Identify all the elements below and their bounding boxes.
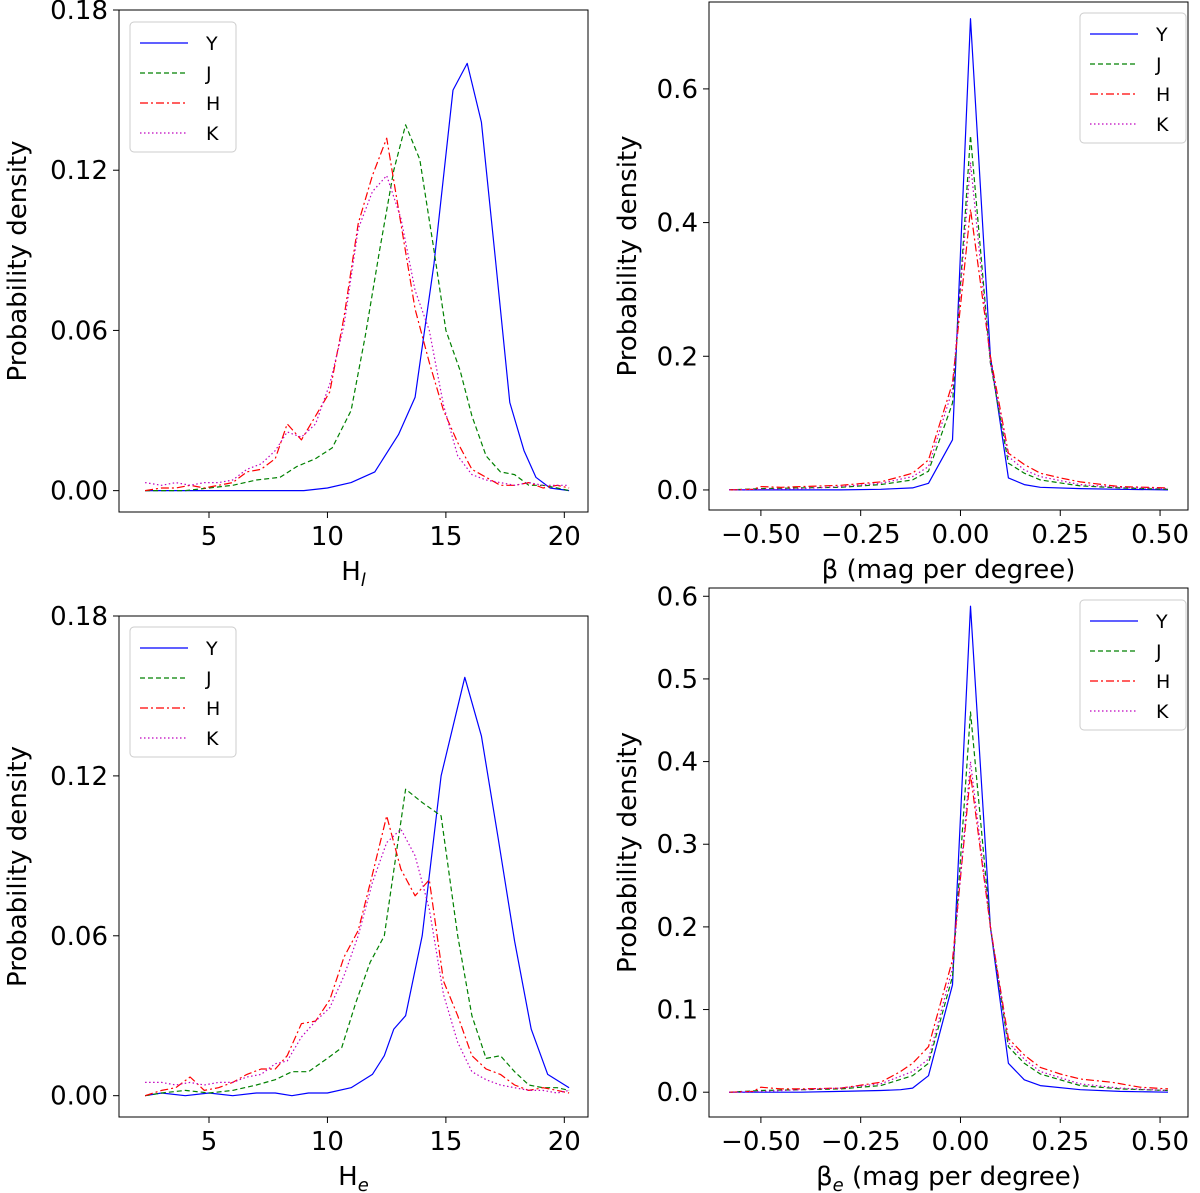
series-line-k: [145, 828, 570, 1094]
legend-label-j: J: [1155, 641, 1162, 663]
y-tick-label: 0.4: [657, 209, 698, 239]
x-tick-label: 0.25: [1031, 520, 1089, 550]
series-line-h: [728, 773, 1169, 1093]
x-tick-label: 5: [201, 522, 218, 552]
x-tick-label: 0.00: [932, 520, 990, 550]
x-tick-label: 10: [311, 522, 344, 552]
y-tick-label: 0.12: [50, 156, 108, 186]
legend-label-h: H: [206, 93, 220, 115]
y-tick-label: 0.00: [50, 477, 108, 507]
plot-frame: [118, 9, 589, 513]
x-axis-label: Hl: [341, 557, 366, 591]
x-tick-label: 20: [548, 522, 581, 552]
x-tick-label: 0.25: [1031, 1127, 1089, 1157]
x-tick-label: −0.25: [821, 520, 901, 550]
y-tick-label: 0.12: [50, 762, 108, 792]
series-line-j: [728, 711, 1169, 1093]
legend-label-y: Y: [1155, 611, 1168, 633]
y-axis-label: Probability density: [613, 732, 643, 973]
x-tick-label: 0.50: [1131, 1127, 1189, 1157]
y-tick-label: 0.06: [50, 316, 108, 346]
legend-label-y: Y: [205, 33, 218, 55]
y-tick-label: 0.0: [657, 1078, 698, 1108]
y-tick-label: 0.00: [50, 1082, 108, 1112]
series-line-k: [145, 175, 570, 486]
legend-label-j: J: [1155, 54, 1162, 76]
series-line-h: [728, 208, 1169, 491]
x-tick-label: 5: [201, 1127, 218, 1157]
legend-box: [1079, 599, 1187, 731]
x-tick-label: −0.25: [821, 1127, 901, 1157]
y-tick-label: 0.0: [657, 476, 698, 506]
legend-label-j: J: [205, 63, 212, 85]
series-line-h: [145, 137, 570, 492]
y-tick-label: 0.3: [657, 830, 698, 860]
legend-box: [129, 21, 237, 153]
y-tick-label: 0.18: [50, 602, 108, 632]
y-tick-label: 0.4: [657, 748, 698, 778]
y-tick-label: 0.06: [50, 922, 108, 952]
legend-label-k: K: [206, 123, 219, 145]
legend-label-h: H: [206, 698, 220, 720]
legend-label-h: H: [1156, 84, 1170, 106]
x-tick-label: 0.50: [1131, 520, 1189, 550]
series-line-k: [728, 760, 1169, 1093]
y-axis-label: Probability density: [613, 135, 643, 376]
y-tick-label: 0.6: [657, 582, 698, 612]
legend-box: [129, 626, 237, 758]
chart-panel-2: −0.50 −0.25 0.00 0.25 0.50 0.0 0.2 0.4 0.6 β (mag…: [613, 1, 1189, 585]
y-tick-label: 0.2: [657, 913, 698, 943]
y-tick-label: 0.18: [50, 0, 108, 26]
legend-label-k: K: [1156, 114, 1169, 136]
y-tick-label: 0.2: [657, 342, 698, 372]
chart-panel-1: 5 10 15 20 0.00 0.06 0.12 0.18 Hl Probability den…: [3, 0, 589, 591]
series-line-y: [729, 605, 1169, 1093]
series-line-j: [728, 135, 1169, 491]
x-tick-label: 15: [429, 1127, 462, 1157]
y-axis-label: Probability density: [3, 140, 33, 381]
series-line-k: [728, 161, 1169, 491]
series-line-y: [729, 18, 1169, 491]
y-tick-label: 0.5: [657, 665, 698, 695]
x-tick-label: −0.50: [721, 1127, 801, 1157]
legend-label-y: Y: [205, 638, 218, 660]
x-tick-label: −0.50: [721, 520, 801, 550]
x-tick-label: 15: [429, 522, 462, 552]
x-axis-label: He: [338, 1162, 369, 1193]
y-tick-label: 0.6: [657, 75, 698, 105]
legend-label-j: J: [205, 668, 212, 690]
series-line-y: [145, 62, 570, 492]
legend-label-k: K: [1156, 701, 1169, 723]
legend-box: [1079, 12, 1187, 144]
x-tick-label: 10: [311, 1127, 344, 1157]
legend-label-y: Y: [1155, 24, 1168, 46]
x-axis-label: βe (mag per degree): [816, 1162, 1081, 1193]
x-axis-label: β (mag per degree): [822, 555, 1076, 585]
y-tick-label: 0.1: [657, 996, 698, 1026]
y-axis-label: Probability density: [3, 746, 33, 987]
series-line-h: [144, 815, 570, 1097]
legend-label-h: H: [1156, 671, 1170, 693]
series-line-j: [145, 788, 570, 1097]
plot-frame: [118, 615, 589, 1118]
x-tick-label: 0.00: [932, 1127, 990, 1157]
chart-panel-4: −0.50 −0.25 0.00 0.25 0.50 0.0 0.1 0.2 0.3 0.4 0.5…: [613, 582, 1189, 1193]
legend-label-k: K: [206, 728, 219, 750]
plot-frame: [708, 1, 1189, 511]
x-tick-label: 20: [548, 1127, 581, 1157]
chart-panel-3: 5 10 15 20 0.00 0.06 0.12 0.18 He Probability den…: [3, 602, 589, 1193]
plot-frame: [708, 587, 1189, 1118]
series-line-j: [145, 124, 570, 492]
series-line-y: [145, 676, 570, 1097]
